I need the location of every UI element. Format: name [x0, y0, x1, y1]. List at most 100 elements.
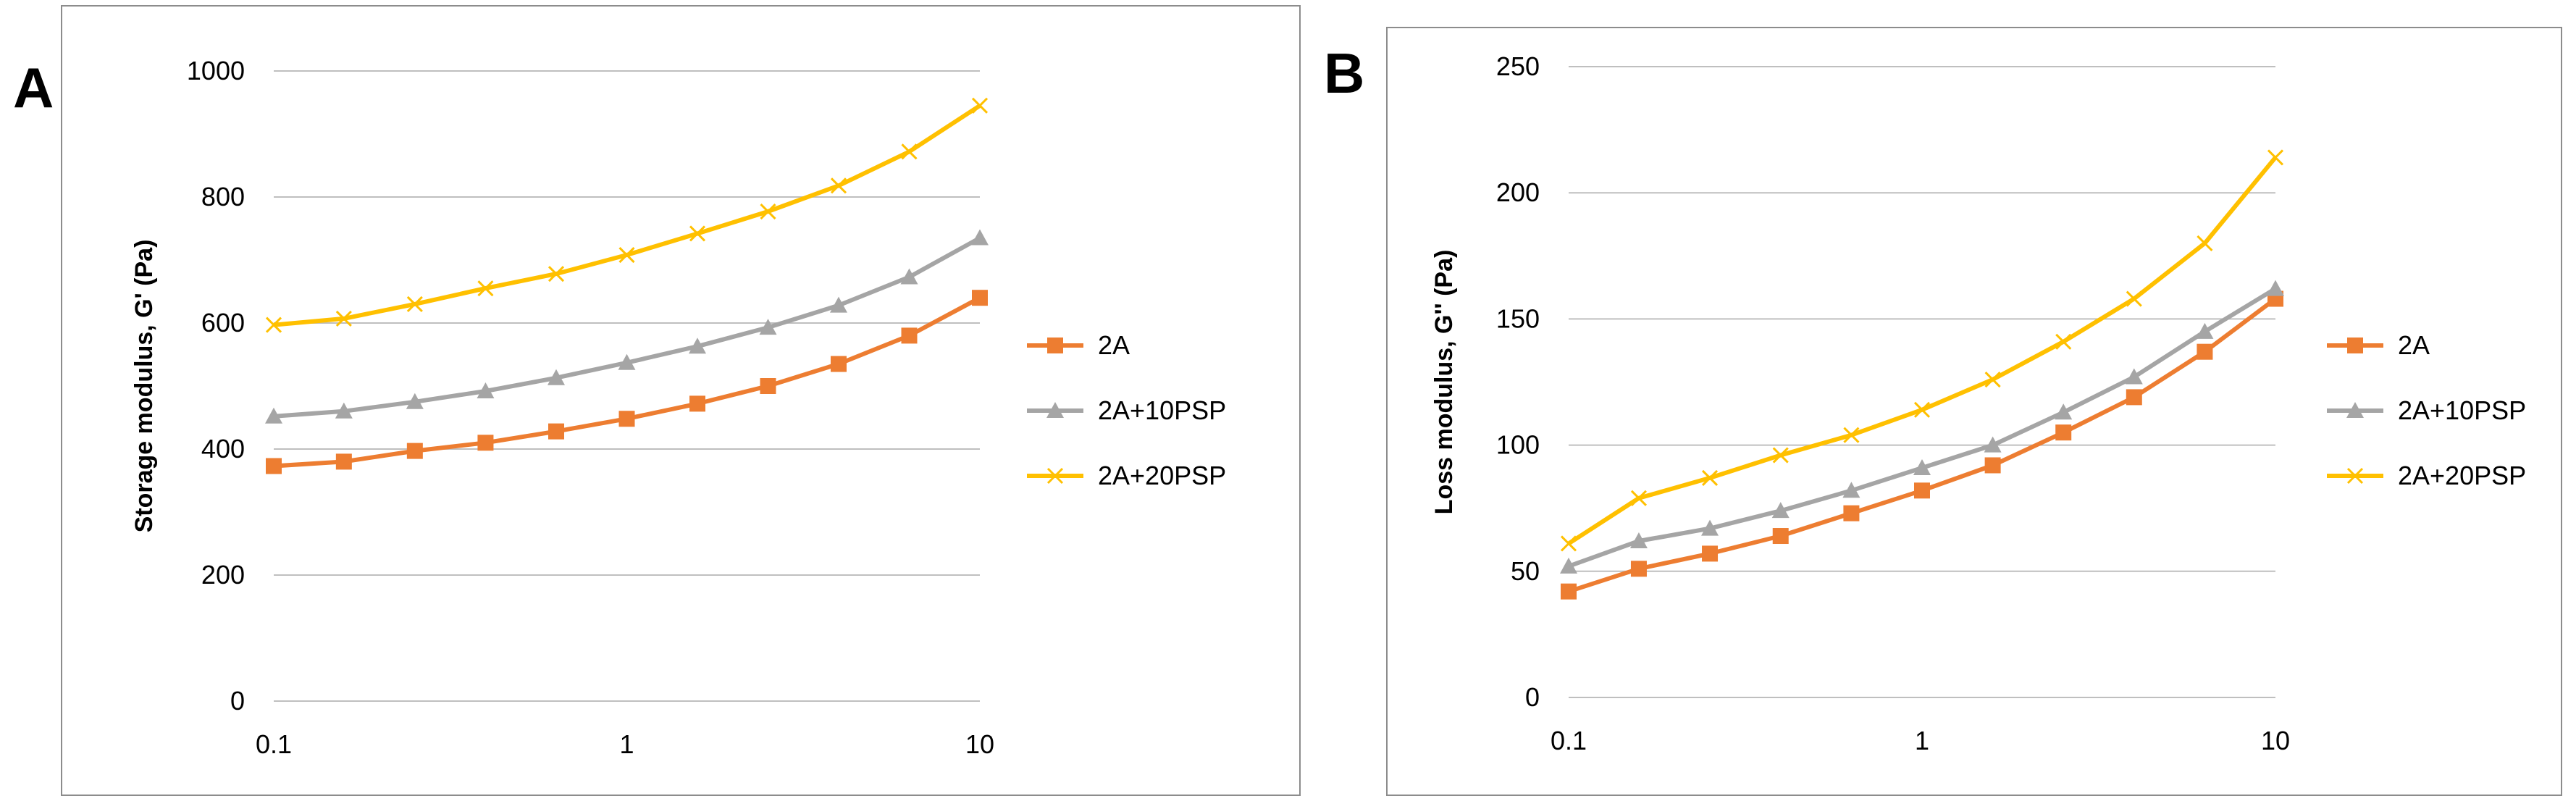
- data-point: [2126, 389, 2142, 406]
- data-point: [2267, 280, 2284, 296]
- series-line: [273, 235, 981, 419]
- data-point: [1630, 490, 1648, 506]
- legend-entry: 2A+20PSP: [1027, 461, 1226, 490]
- chart-frame: [1386, 27, 2562, 796]
- data-point: [901, 143, 918, 160]
- data-point: [1842, 482, 1860, 498]
- y-tick-label: 200: [1496, 177, 1540, 207]
- data-point: [830, 177, 847, 194]
- data-point: [335, 310, 352, 327]
- data-point: [2196, 322, 2214, 339]
- series-2a: [1561, 290, 2283, 600]
- x-tick-label: 1: [1915, 726, 1929, 755]
- data-point: [901, 327, 918, 344]
- y-tick-label: 50: [1511, 556, 1540, 586]
- data-point: [477, 280, 494, 297]
- data-point: [618, 353, 636, 370]
- panel-a: A 0 200 400 600 800 1000 0.1 1 10 Storage modulus,…: [13, 5, 1301, 796]
- x-tick-label: 1: [619, 729, 634, 759]
- data-point: [1913, 458, 1931, 475]
- legend-swatch-marker: [2347, 338, 2363, 353]
- panel-b: B 0 50 100 150 200 250 0.1 1 10 Loss modulus, G'' …: [1324, 27, 2562, 796]
- data-point: [830, 356, 847, 372]
- data-point: [1772, 528, 1789, 545]
- data-point: [1701, 469, 1719, 486]
- legend-label: 2A: [2398, 330, 2430, 360]
- legend-swatch-marker: [1046, 402, 1064, 418]
- data-point: [266, 458, 282, 474]
- legend-entry: 2A+20PSP: [2327, 461, 2526, 490]
- x-tick-label: 0.1: [1551, 726, 1587, 755]
- data-point: [618, 246, 635, 264]
- legend-swatch-marker: [1047, 338, 1063, 353]
- legend-label: 2A+10PSP: [1098, 395, 1226, 425]
- series-2a-10psp: [265, 229, 989, 424]
- data-point: [1984, 457, 2001, 474]
- data-point: [2055, 333, 2072, 350]
- x-tick-label: 10: [965, 729, 994, 759]
- data-point: [335, 402, 353, 419]
- legend-entry: 2A+10PSP: [2327, 395, 2526, 425]
- y-tick-label: 150: [1496, 303, 1540, 333]
- data-point: [477, 382, 495, 398]
- data-point: [2125, 368, 2143, 385]
- data-point: [265, 407, 282, 424]
- series-2a-20psp: [265, 97, 989, 333]
- data-point: [406, 295, 423, 312]
- y-axis-label: Loss modulus, G'' (Pa): [1430, 250, 1458, 515]
- legend-entry: 2A+10PSP: [1027, 395, 1226, 425]
- data-point: [759, 319, 777, 335]
- data-point: [971, 229, 989, 246]
- series-2a-10psp: [1560, 280, 2284, 574]
- y-tick-label: 100: [1496, 430, 1540, 460]
- data-point: [477, 435, 494, 451]
- data-point: [1561, 583, 1577, 600]
- data-point: [829, 296, 847, 313]
- data-point: [1772, 447, 1789, 464]
- data-point: [1913, 401, 1931, 418]
- series-2a-20psp: [1560, 149, 2284, 552]
- data-point: [547, 369, 566, 385]
- chart-frame: [61, 5, 1301, 796]
- data-point: [1771, 502, 1790, 519]
- data-point: [1560, 535, 1577, 552]
- data-point: [900, 268, 918, 285]
- legend-swatch-marker: [1046, 467, 1064, 485]
- legend-label: 2A+20PSP: [2398, 461, 2526, 490]
- legend-label: 2A: [1098, 330, 1130, 360]
- panel-letter: A: [13, 56, 54, 120]
- legend-swatch-marker: [2346, 402, 2364, 418]
- data-point: [265, 317, 282, 333]
- data-point: [2126, 290, 2142, 307]
- y-axis-label: Storage modulus, G' (Pa): [130, 240, 158, 533]
- data-point: [1629, 532, 1648, 548]
- data-point: [689, 338, 707, 354]
- legend-entry: 2A: [1027, 330, 1130, 360]
- data-point: [1843, 505, 1860, 521]
- data-point: [2267, 149, 2284, 166]
- series-line: [1567, 287, 2277, 569]
- data-point: [2197, 343, 2213, 360]
- data-point: [335, 453, 352, 470]
- data-point: [760, 203, 776, 220]
- data-point: [1702, 545, 1719, 562]
- data-point: [689, 225, 706, 242]
- y-tick-label: 200: [201, 560, 245, 590]
- y-tick-label: 600: [201, 308, 245, 338]
- legend-label: 2A+20PSP: [1098, 461, 1226, 490]
- data-point: [1630, 561, 1647, 577]
- panel-letter: B: [1324, 41, 1364, 105]
- x-tick-label: 0.1: [256, 729, 292, 759]
- data-point: [760, 378, 776, 394]
- legend-label: 2A+10PSP: [2398, 395, 2526, 425]
- legend-entry: 2A: [2327, 330, 2430, 360]
- data-point: [1984, 436, 2002, 453]
- data-point: [618, 411, 635, 427]
- y-tick-label: 250: [1496, 51, 1540, 81]
- y-tick-label: 0: [1525, 682, 1540, 712]
- legend-swatch-marker: [2346, 467, 2364, 485]
- y-tick-label: 800: [201, 182, 245, 211]
- data-point: [1843, 427, 1860, 443]
- data-point: [1701, 519, 1719, 536]
